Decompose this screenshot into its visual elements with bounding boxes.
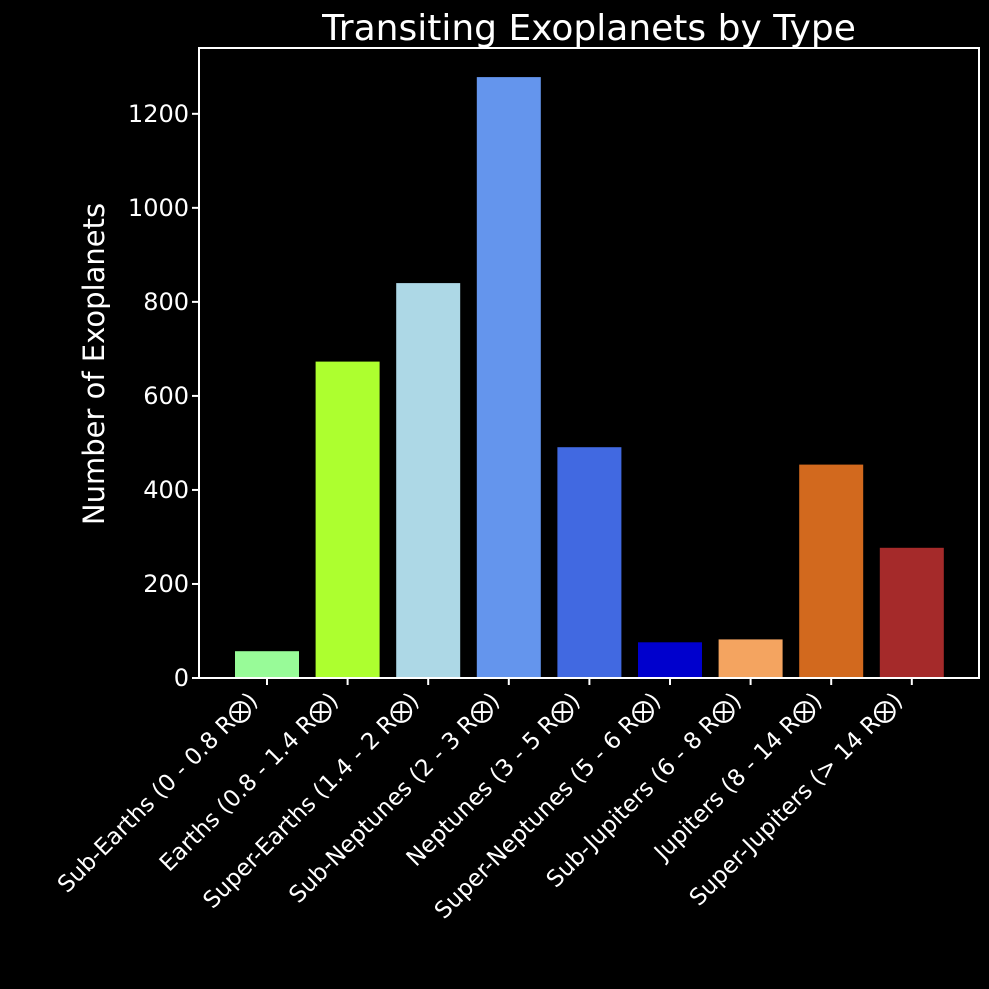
y-tick-label-1: 0 [174,664,189,692]
bar-5 [557,447,622,678]
y-ticks-group: 0 200 400 600 800 1000 1200 [128,100,199,692]
y-tick-label-6: 1000 [128,194,189,222]
y-tick-label-7: 1200 [128,100,189,128]
y-tick-label-3: 400 [143,476,189,504]
bar-6 [638,642,702,678]
y-tick-label-2: 200 [143,570,189,598]
bar-2 [315,361,380,678]
bar-8 [799,464,864,678]
bar-9 [879,547,944,678]
y-tick-label-4: 600 [143,382,189,410]
chart-title: Transiting Exoplanets by Type [321,8,856,49]
plot-frame [198,47,980,679]
bars-group [235,77,944,679]
y-tick-label-5: 800 [143,288,189,316]
bar-7 [718,639,783,678]
y-axis-label: Number of Exoplanets [77,203,111,525]
bar-1 [235,651,299,678]
bar-3 [396,283,461,678]
bar-4 [476,77,541,679]
